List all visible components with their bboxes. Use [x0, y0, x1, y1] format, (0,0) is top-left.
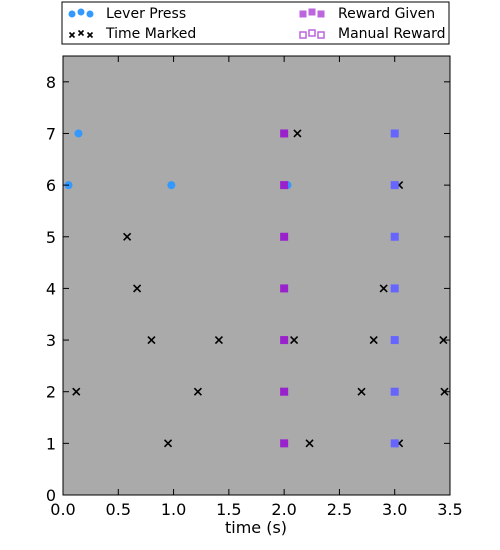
axis-ticks: 0.0 0.5 1.0 1.5 2.0 2.5 3.0 3.5 0 1 2 3 4 5 6 7 8: [46, 56, 463, 519]
data-point: [167, 181, 176, 190]
plot-area: [63, 56, 450, 495]
data-point: [280, 181, 289, 190]
legend-marker: [308, 29, 316, 37]
data-point: [280, 336, 289, 345]
y-tick-label: 2: [46, 383, 56, 402]
data-point: [357, 387, 366, 396]
legend-marker: [317, 31, 325, 39]
x-tick-label: 3.0: [382, 500, 407, 519]
data-point: [390, 387, 399, 396]
legend-marker: [77, 29, 85, 37]
data-point: [72, 387, 81, 396]
data-point: [390, 129, 399, 138]
legend-label: Reward Given: [338, 6, 435, 22]
data-point: [390, 181, 399, 190]
legend-marker: [299, 31, 307, 39]
data-point: [280, 387, 289, 396]
data-point: [379, 284, 388, 293]
legend-label: Manual Reward: [338, 26, 445, 42]
legend-entry-time-marked: Time Marked: [68, 26, 196, 42]
data-point: [74, 129, 83, 138]
y-tick-label: 0: [46, 486, 56, 505]
data-point: [280, 284, 289, 293]
y-tick-label: 3: [46, 331, 56, 350]
data-point: [214, 335, 223, 345]
data-point: [290, 335, 299, 345]
data-point: [163, 439, 173, 448]
x-tick-label: 0.5: [106, 500, 131, 519]
legend-label: Lever Press: [106, 6, 186, 22]
data-point: [305, 439, 314, 448]
data-point: [390, 232, 399, 241]
data-point: [123, 232, 132, 241]
x-tick-label: 0.0: [50, 500, 75, 519]
y-tick-label: 5: [46, 228, 56, 247]
data-point: [390, 284, 399, 293]
y-tick-label: 7: [46, 124, 56, 143]
legend: Lever Press Reward Given Time Marked Manual…: [68, 6, 445, 42]
legend-marker: [86, 10, 94, 18]
legend-marker: [68, 31, 76, 39]
y-tick-label: 6: [46, 176, 56, 195]
legend-marker: [86, 31, 94, 39]
data-point: [369, 335, 378, 345]
legend-label: Time Marked: [105, 26, 196, 42]
legend-marker: [308, 8, 316, 16]
legend-entry-manual-reward: Manual Reward: [299, 26, 445, 42]
legend-marker: [68, 10, 76, 18]
plot-frame: [62, 55, 451, 496]
data-point: [390, 336, 399, 345]
y-tick-label: 4: [46, 279, 56, 298]
data-point: [280, 129, 289, 138]
data-point: [439, 335, 448, 345]
legend-marker: [317, 10, 325, 18]
legend-entry-lever-press: Lever Press: [68, 6, 186, 22]
series-manual-reward: [390, 129, 399, 448]
legend-marker: [77, 8, 85, 16]
x-tick-label: 2.5: [327, 500, 352, 519]
series-time-marked: [72, 129, 449, 448]
data-point: [390, 439, 399, 448]
x-tick-label: 3.5: [437, 500, 462, 519]
y-tick-label: 1: [46, 434, 56, 453]
x-tick-label: 1.0: [161, 500, 186, 519]
data-point: [293, 129, 302, 138]
x-tick-label: 2.0: [271, 500, 296, 519]
y-tick-label: 8: [46, 73, 56, 92]
data-point: [133, 284, 142, 293]
data-point: [147, 335, 156, 345]
x-tick-label: 1.5: [216, 500, 241, 519]
legend-box: [61, 1, 450, 45]
legend-marker: [299, 10, 307, 18]
data-point: [280, 439, 289, 448]
data-point: [280, 232, 289, 241]
series-reward-given: [280, 129, 289, 448]
legend-entry-reward-given: Reward Given: [299, 6, 435, 22]
x-axis-label: time (s): [225, 518, 287, 537]
data-point: [193, 387, 202, 396]
